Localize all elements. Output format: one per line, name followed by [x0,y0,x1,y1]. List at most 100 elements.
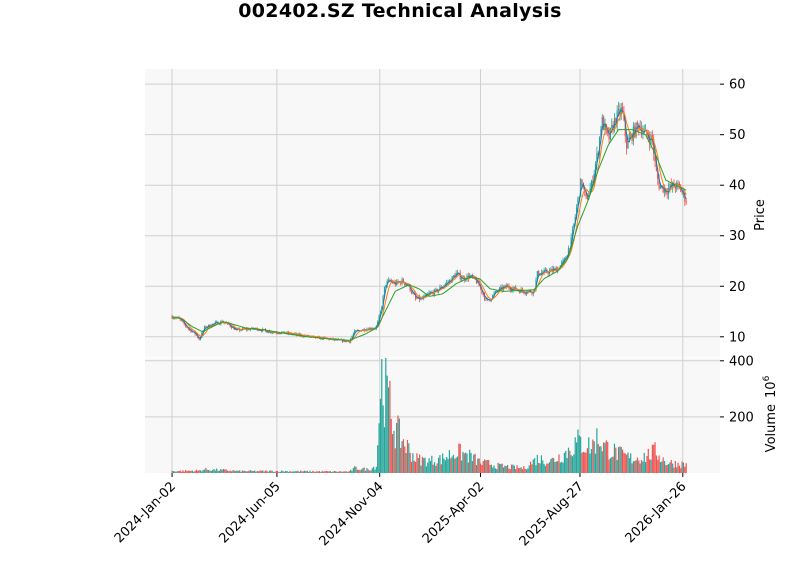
volume-bar [538,462,540,473]
price-panel-background [145,69,720,357]
volume-bar [337,471,340,473]
candle-body [680,186,682,192]
candle-body [470,275,472,276]
volume-bar [559,462,561,473]
candle-body [378,315,380,322]
volume-bar [186,471,188,473]
volume-bar [214,470,216,473]
volume-bar [251,470,253,473]
volume-bar [439,455,441,473]
candle-body [571,229,574,238]
volume-bar [659,462,662,473]
volume-bar [488,459,490,473]
volume-bar [391,434,394,473]
volume-bar [386,375,388,473]
candle-body [198,337,200,340]
volume-bar [504,465,506,473]
candle-body [190,329,192,332]
candle-body [620,107,622,115]
ma-line [171,129,687,341]
candle-body [383,286,386,296]
volume-bar [571,456,574,473]
volume-bar [431,455,433,473]
candle-body [481,288,483,293]
volume-bar [344,471,346,473]
volume-bar [351,470,353,473]
volume-bar [397,415,399,473]
volume-bar [505,466,507,473]
candle-body [538,271,540,276]
volume-bar [471,461,474,473]
volume-bar [578,435,580,473]
volume-bar [577,429,579,473]
volume-bar [406,439,409,473]
volume-bar [573,454,575,473]
candle-body [187,327,189,329]
volume-bar [489,465,491,473]
candle-body [446,282,448,285]
volume-bar [498,463,501,473]
volume-bar [228,471,230,473]
volume-bar [527,468,529,473]
volume-bar [363,467,365,473]
volume-bar [604,442,606,473]
candle-body [386,281,388,285]
volume-bar [466,453,468,473]
candle-body [557,268,559,272]
volume-bar [225,469,227,473]
volume-bar [241,470,244,473]
volume-bar [506,464,509,473]
volume-bar [279,471,281,473]
volume-bar [379,398,382,473]
volume-bar [467,462,469,473]
x-tick-label: 2025-Aug-27 [517,479,587,549]
volume-bar [402,439,405,473]
candle-body [654,153,656,162]
volume-bar [492,467,494,473]
candle-body [266,330,268,333]
price-axis-ticks: 10 20 30 40 50 60 [720,78,746,345]
volume-bar [360,469,363,473]
volume-bar [229,470,231,473]
candle-body [203,326,206,331]
volume-bar [588,437,590,473]
volume-bar [299,470,302,473]
volume-bar [232,470,234,473]
volume-bar [676,467,678,473]
volume-bar [264,470,267,473]
volume-bar [630,453,632,473]
volume-bar [592,439,594,473]
volume-bar [677,462,679,473]
volume-bar [638,460,640,473]
candle-body [531,292,533,294]
candle-body [479,286,482,289]
volume-bar [444,460,446,473]
volume-bar [594,453,597,473]
candle-body [581,179,583,186]
volume-bar [639,463,641,473]
volume-bar [314,471,317,473]
volume-bar [552,458,555,473]
candle-body [580,179,582,198]
volume-bar [465,452,467,473]
volume-bar [313,471,315,473]
volume-bar [350,469,352,473]
candle-body [420,297,422,300]
volume-bar [389,380,391,473]
candle-body [626,136,628,149]
price-tick-label: 40 [729,179,746,194]
volume-bar [421,456,423,473]
volume-bar [481,465,483,473]
candle-body [575,207,578,217]
volume-bar [233,470,235,473]
volume-bar [500,463,502,473]
volume-bar [623,452,625,473]
candle-body [604,124,606,130]
volume-bar [684,466,686,473]
volume-bar [174,471,176,473]
candle-body [414,294,417,299]
volume-bar [420,465,422,473]
volume-bar [593,441,595,473]
volume-bar [291,471,294,473]
